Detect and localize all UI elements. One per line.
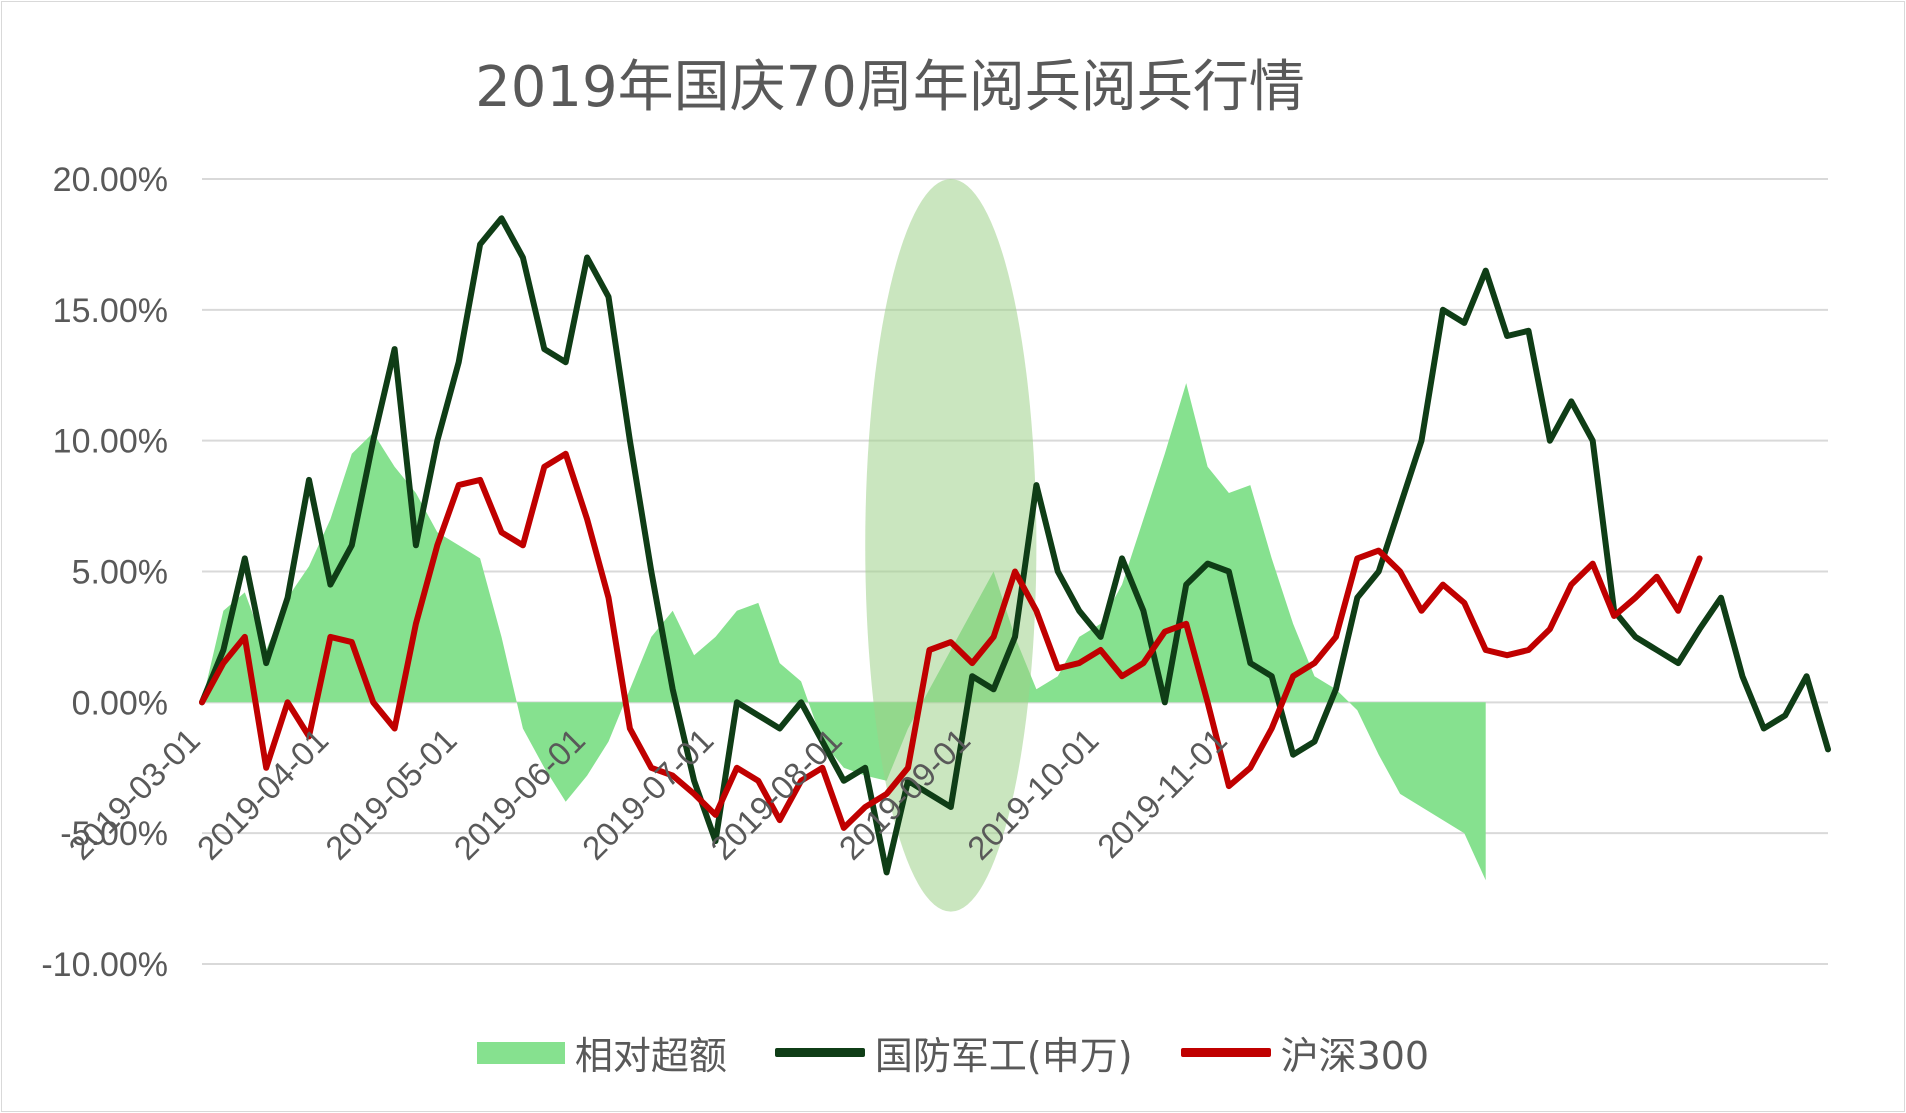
highlight-ellipse — [865, 178, 1037, 912]
legend-swatch-hs300 — [1180, 1048, 1271, 1057]
area-series-excess — [202, 383, 1486, 881]
y-tick-label: 15.00% — [53, 292, 168, 330]
chart-title: 2019年国庆70周年阅兵阅兵行情 — [475, 55, 1305, 120]
y-tick-label: -5.00% — [60, 815, 168, 853]
legend-item-hs300: 沪深300 — [1180, 1025, 1430, 1080]
legend-label-excess: 相对超额 — [574, 1034, 727, 1078]
area-series — [202, 383, 1486, 881]
legend-label-hs300: 沪深300 — [1280, 1034, 1430, 1078]
line-series-hs300 — [199, 450, 1703, 831]
y-tick-label: 20.00% — [53, 161, 168, 199]
highlight-ellipse-layer — [865, 178, 1037, 912]
y-tick-label: 10.00% — [53, 423, 168, 461]
legend-item-excess: 相对超额 — [476, 1025, 727, 1080]
legend-label-defense: 国防军工(申万) — [874, 1034, 1133, 1078]
y-tick-label: -10.00% — [41, 946, 168, 984]
x-tick-label: 2019-05-01 — [318, 721, 464, 867]
x-axis-labels: 2019-03-012019-04-012019-05-012019-06-01… — [61, 721, 1233, 867]
x-tick-label: 2019-11-01 — [1090, 721, 1234, 865]
y-axis-labels: 20.00% 15.00% 10.00% 5.00% 0.00% -5.00% -10.00… — [41, 161, 168, 984]
legend-item-defense: 国防军工(申万) — [774, 1025, 1133, 1080]
legend: 相对超额 国防军工(申万) 沪深300 — [0, 1025, 1906, 1080]
y-tick-label: 0.00% — [72, 684, 168, 722]
legend-swatch-defense — [774, 1048, 865, 1057]
line-series — [199, 215, 1831, 876]
line-series-defense — [199, 215, 1831, 876]
y-tick-label: 5.00% — [72, 554, 168, 592]
legend-swatch-excess — [476, 1041, 565, 1064]
